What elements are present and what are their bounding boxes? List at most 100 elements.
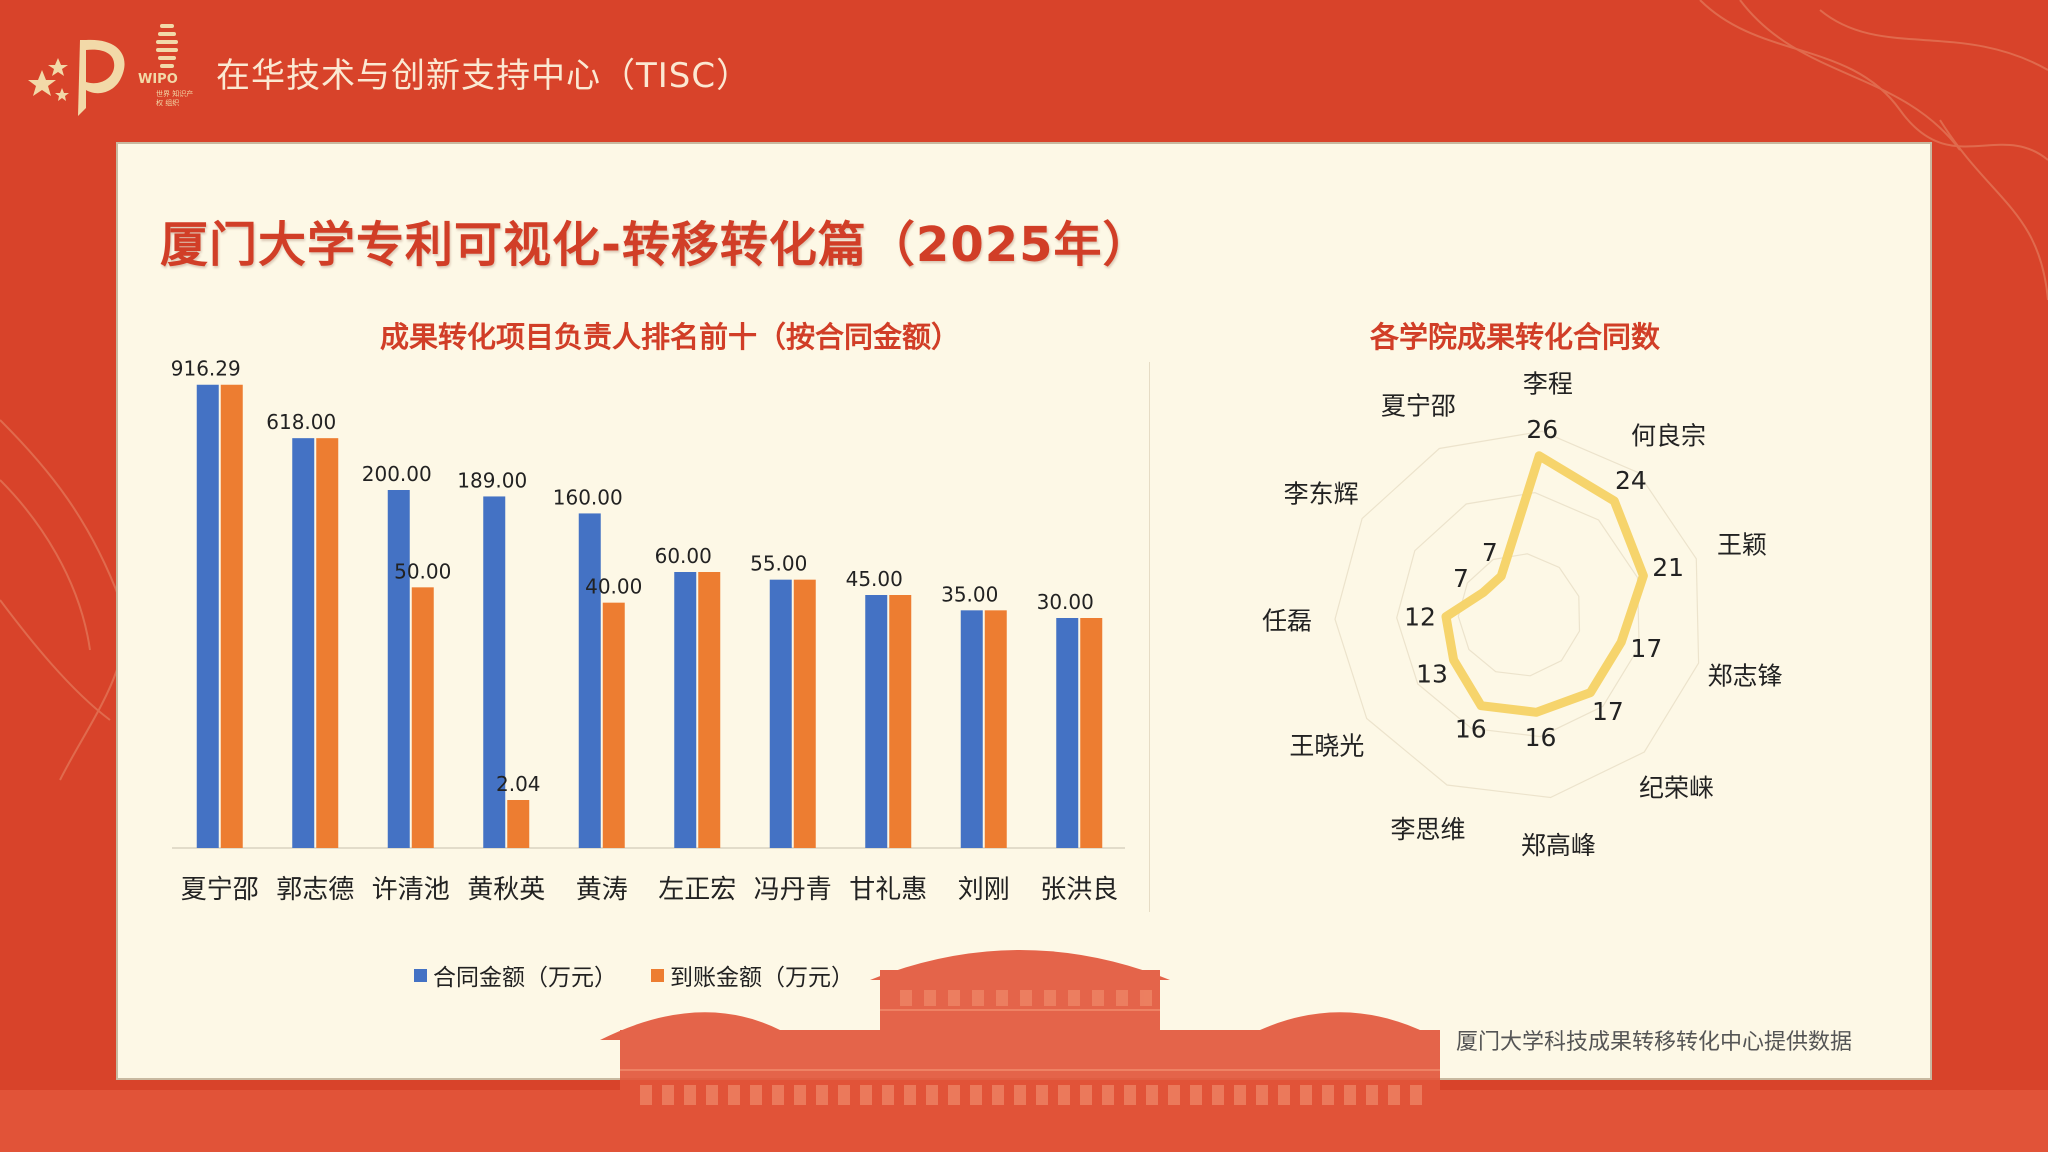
bar-legend: 合同金额（万元） 到账金额（万元） — [414, 958, 854, 992]
radar-value-label-4: 17 — [1592, 697, 1624, 726]
window-shape — [838, 1085, 850, 1105]
radar-category-label-2: 王颖 — [1717, 530, 1767, 559]
label-contract-6: 55.00 — [750, 552, 807, 576]
window-shape — [972, 990, 984, 1006]
window-shape — [1058, 1085, 1070, 1105]
bar-contract-0 — [196, 384, 219, 848]
window-shape — [662, 1085, 674, 1105]
bar-received-6 — [793, 579, 816, 848]
window-shape — [1080, 1085, 1092, 1105]
category-label-8: 刘刚 — [958, 875, 1010, 905]
window-shape — [948, 1085, 960, 1105]
window-shape — [816, 1085, 828, 1105]
radar-chart: 26 李程 24 何良宗 21 王颖 17 郑志锋 17 纪荣崃 16 郑高峰 16 李思维 13 王晓光 12… — [1262, 370, 1782, 860]
window-shape — [948, 990, 960, 1006]
window-shape — [1124, 1085, 1136, 1105]
window-shape — [1116, 990, 1128, 1006]
label-contract-2: 200.00 — [362, 462, 432, 486]
wipo-logo — [156, 24, 178, 68]
radar-value-label-7: 13 — [1416, 659, 1448, 688]
category-label-0: 夏宁邵 — [181, 875, 259, 905]
window-shape — [1020, 990, 1032, 1006]
bar-received-4 — [602, 602, 625, 848]
radar-grid-ring-3 — [1334, 430, 1700, 799]
radar-value-label-6: 16 — [1455, 715, 1487, 744]
window-shape — [1278, 1085, 1290, 1105]
window-shape — [706, 1085, 718, 1105]
window-shape — [1388, 1085, 1400, 1105]
legend-item-contract: 合同金额（万元） — [414, 958, 617, 992]
window-shape — [1140, 990, 1152, 1006]
wipo-label: WIPO — [138, 72, 178, 87]
radar-category-label-9: 李东辉 — [1284, 480, 1359, 509]
window-shape — [1322, 1085, 1334, 1105]
label-received-2: 50.00 — [394, 559, 451, 583]
window-shape — [1300, 1085, 1312, 1105]
window-shape — [904, 1085, 916, 1105]
label-received-3: 2.04 — [496, 772, 541, 796]
bar-received-5 — [698, 572, 721, 848]
window-shape — [996, 990, 1008, 1006]
label-contract-9: 30.00 — [1037, 590, 1094, 614]
label-contract-5: 60.00 — [655, 544, 712, 568]
window-shape — [1014, 1085, 1026, 1105]
wipo-sub-label: 世界 知识产权 组织 — [156, 90, 194, 107]
bar-received-1 — [316, 438, 339, 848]
window-shape — [684, 1085, 696, 1105]
window-shape — [1168, 1085, 1180, 1105]
bar-contract-6 — [769, 579, 792, 848]
window-shape — [750, 1085, 762, 1105]
page-title: 厦门大学专利可视化-转移转化篇（2025年） — [160, 217, 1152, 273]
radar-category-label-3: 郑志锋 — [1707, 662, 1782, 691]
org-title: 在华技术与创新支持中心（TISC） — [216, 56, 752, 96]
radar-chart-title: 各学院成果转化合同数 — [1370, 320, 1661, 354]
radar-category-label-7: 王晓光 — [1289, 731, 1364, 760]
window-shape — [1234, 1085, 1246, 1105]
legend-label-received: 到账金额（万元） — [670, 965, 854, 991]
window-shape — [924, 990, 936, 1006]
category-label-7: 甘礼惠 — [849, 875, 927, 905]
window-shape — [728, 1085, 740, 1105]
label-contract-7: 45.00 — [846, 567, 903, 591]
window-shape — [1410, 1085, 1422, 1105]
bar-contract-7 — [865, 595, 888, 848]
label-received-4: 40.00 — [585, 575, 642, 599]
category-label-1: 郭志德 — [276, 875, 354, 905]
bar-chart-title: 成果转化项目负责人排名前十（按合同金额） — [380, 320, 961, 354]
bar-contract-2 — [387, 490, 410, 848]
label-contract-1: 618.00 — [266, 410, 336, 434]
radar-value-label-3: 17 — [1630, 634, 1662, 663]
category-label-4: 黄涛 — [576, 875, 628, 905]
window-shape — [1068, 990, 1080, 1006]
radar-value-label-10: 7 — [1482, 538, 1498, 567]
radar-category-label-8: 任磊 — [1262, 606, 1312, 635]
window-shape — [1092, 990, 1104, 1006]
bar-received-8 — [984, 610, 1007, 848]
label-contract-0: 916.29 — [171, 357, 241, 381]
category-label-3: 黄秋英 — [467, 875, 545, 905]
window-shape — [772, 1085, 784, 1105]
radar-series-line — [1441, 451, 1648, 717]
radar-value-label-8: 12 — [1404, 602, 1436, 631]
bar-received-2 — [411, 587, 434, 848]
radar-grid-ring-1 — [1457, 553, 1581, 677]
category-label-2: 许清池 — [372, 875, 450, 905]
window-shape — [1212, 1085, 1224, 1105]
window-shape — [860, 1085, 872, 1105]
window-shape — [1256, 1085, 1268, 1105]
bar-received-0 — [220, 384, 243, 848]
radar-value-label-0: 26 — [1526, 415, 1558, 444]
legend-label-contract: 合同金额（万元） — [433, 965, 617, 991]
window-shape — [992, 1085, 1004, 1105]
window-shape — [1044, 990, 1056, 1006]
bar-chart: 916.29 夏宁邵 618.00 郭志德 200.00 50.00 许清池 189.00 2.… — [171, 357, 1125, 905]
bar-received-3 — [507, 800, 530, 848]
label-contract-3: 189.00 — [457, 468, 527, 492]
bar-contract-1 — [292, 438, 315, 848]
window-shape — [1146, 1085, 1158, 1105]
radar-category-label-0: 李程 — [1523, 370, 1573, 399]
window-shape — [1344, 1085, 1356, 1105]
radar-category-label-4: 纪荣崃 — [1639, 774, 1714, 803]
bar-contract-4 — [578, 513, 601, 848]
radar-value-label-5: 16 — [1525, 723, 1557, 752]
